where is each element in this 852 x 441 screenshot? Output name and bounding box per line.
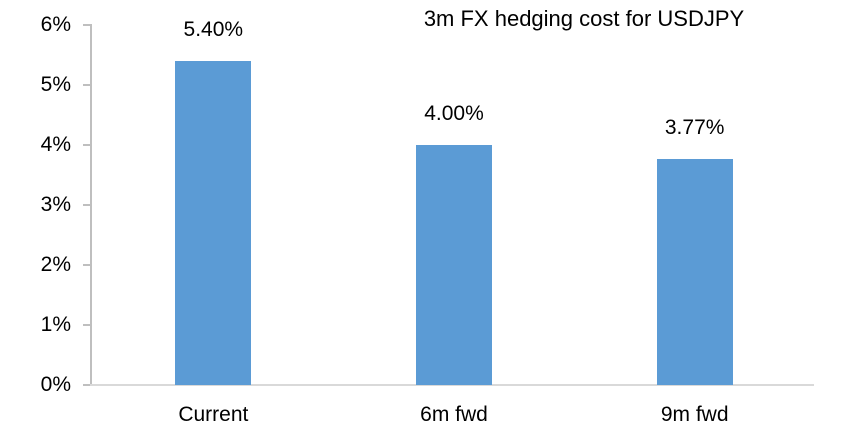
y-tick-label: 0% [40,373,71,396]
y-tick-label: 1% [40,313,71,336]
chart-title: 3m FX hedging cost for USDJPY [423,6,745,31]
category-label: 9m fwd [660,403,729,426]
y-tick-label: 5% [40,73,71,96]
y-tick-label: 2% [40,253,71,276]
bar-value-label: 4.00% [424,102,484,125]
y-tick-label: 6% [40,13,71,36]
category-label: Current [178,403,249,426]
y-tick-label: 4% [40,133,71,156]
y-axis-line [90,24,92,386]
bar-value-label: 3.77% [664,115,725,139]
y-tick [83,264,90,266]
category-label: 6m fwd [420,403,488,426]
bar-value-label: 5.40% [183,18,244,41]
y-tick-label: 3% [40,193,71,216]
x-axis-line [90,384,814,386]
bar [175,61,252,385]
y-tick [83,324,90,326]
y-tick [83,204,90,206]
bar [416,145,492,385]
bar [656,158,733,385]
y-tick [83,24,90,26]
y-tick [83,84,90,86]
y-tick [83,144,90,146]
y-tick [83,384,90,386]
